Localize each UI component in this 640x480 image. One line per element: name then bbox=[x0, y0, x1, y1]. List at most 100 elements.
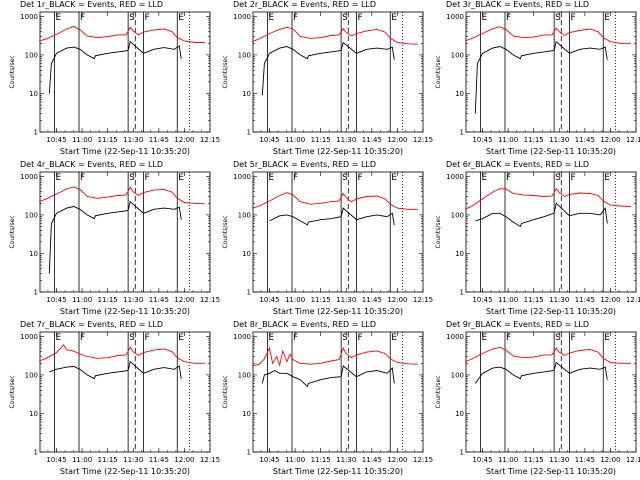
event-marker-label: E bbox=[268, 13, 274, 23]
event-marker-label: E bbox=[178, 333, 184, 343]
x-tick-label: 12:15 bbox=[626, 136, 640, 144]
x-tick-label: 11:45 bbox=[149, 296, 169, 304]
detector-panel: Det 7r_BLACK = Events, RED = LLD Start Ti… bbox=[0, 320, 220, 480]
plot-frame bbox=[465, 331, 637, 453]
event-marker-label: S bbox=[342, 13, 348, 23]
y-tick-label: 1000 bbox=[446, 13, 464, 21]
y-tick-label: 1000 bbox=[233, 333, 251, 341]
x-tick-label: 11:00 bbox=[498, 456, 518, 464]
x-tick-label: 10:45 bbox=[472, 296, 492, 304]
lld-series-line bbox=[38, 186, 205, 205]
x-tick-label: 10:45 bbox=[472, 136, 492, 144]
panel-title: Det 8r_BLACK = Events, RED = LLD bbox=[233, 320, 377, 329]
y-tick-label: 1 bbox=[460, 129, 464, 137]
detector-panel: Det 9r_BLACK = Events, RED = LLD Start Ti… bbox=[426, 320, 640, 480]
x-tick-label: 12:00 bbox=[387, 296, 407, 304]
x-axis-label: Start Time (22-Sep-11 10:35:20) bbox=[485, 467, 617, 476]
y-tick-label: 1 bbox=[247, 129, 251, 137]
x-tick-label: 12:00 bbox=[600, 136, 620, 144]
events-series-line bbox=[474, 361, 608, 384]
y-axis-label: Counts/sec bbox=[9, 55, 16, 88]
y-axis-label: Counts/sec bbox=[222, 375, 229, 408]
plot-area: Counts/sec 1 10 100 1000 10:45 11:00 11:15 11:30… bbox=[9, 11, 220, 144]
y-tick-label: 1 bbox=[247, 449, 251, 457]
lld-series-line bbox=[251, 346, 418, 367]
x-tick-label: 12:15 bbox=[626, 296, 640, 304]
y-axis-label: Counts/sec bbox=[435, 55, 442, 88]
event-marker-label: E bbox=[391, 13, 397, 23]
event-marker-label: F bbox=[293, 173, 298, 183]
detector-panel: Det 5r_BLACK = Events, RED = LLD Start Ti… bbox=[213, 160, 433, 320]
detector-panel: Det 8r_BLACK = Events, RED = LLD Start Ti… bbox=[213, 320, 433, 480]
event-marker-label: E bbox=[55, 173, 61, 183]
x-tick-label: 11:00 bbox=[285, 136, 305, 144]
x-tick-label: 11:45 bbox=[575, 456, 595, 464]
detector-panel: Det 2r_BLACK = Events, RED = LLD Start Ti… bbox=[213, 0, 433, 160]
event-marker-label: S bbox=[555, 173, 561, 183]
detector-panel: Det 4r_BLACK = Events, RED = LLD Start Ti… bbox=[0, 160, 220, 320]
event-marker-label: E bbox=[481, 13, 487, 23]
x-tick-label: 11:45 bbox=[362, 296, 382, 304]
event-marker-label: E bbox=[55, 13, 61, 23]
event-marker-label: E bbox=[481, 333, 487, 343]
x-tick-label: 11:45 bbox=[575, 296, 595, 304]
events-series-line bbox=[474, 40, 608, 114]
event-marker-label: F bbox=[570, 333, 575, 343]
y-tick-label: 100 bbox=[451, 211, 464, 219]
x-tick-label: 11:00 bbox=[72, 136, 92, 144]
events-series-line bbox=[49, 360, 182, 380]
plot-area: Counts/sec 1 10 100 1000 10:45 11:00 11:15 11:30… bbox=[435, 171, 640, 304]
events-series-line bbox=[261, 365, 395, 388]
event-marker-label: F bbox=[80, 13, 85, 23]
x-tick-label: 10:45 bbox=[259, 456, 279, 464]
lld-series-line bbox=[251, 26, 418, 45]
y-tick-label: 1000 bbox=[233, 173, 251, 181]
x-tick-label: 11:30 bbox=[336, 296, 356, 304]
x-tick-label: 12:15 bbox=[413, 136, 433, 144]
x-tick-label: 11:15 bbox=[311, 296, 331, 304]
x-tick-label: 12:00 bbox=[174, 296, 194, 304]
y-tick-label: 10 bbox=[29, 410, 38, 418]
panel-title: Det 9r_BLACK = Events, RED = LLD bbox=[446, 320, 590, 329]
y-tick-label: 100 bbox=[25, 51, 38, 59]
x-tick-label: 12:00 bbox=[387, 136, 407, 144]
plot-area: Counts/sec 1 10 100 1000 10:45 11:00 11:15 11:30… bbox=[435, 11, 640, 144]
x-tick-label: 10:45 bbox=[46, 136, 66, 144]
y-tick-label: 10 bbox=[455, 250, 464, 258]
x-tick-label: 12:15 bbox=[413, 296, 433, 304]
x-tick-label: 11:00 bbox=[285, 296, 305, 304]
y-tick-label: 1 bbox=[460, 449, 464, 457]
event-marker-label: S bbox=[555, 13, 561, 23]
plot-area: Counts/sec 1 10 100 1000 10:45 11:00 11:15 11:30… bbox=[222, 171, 433, 304]
y-tick-label: 1000 bbox=[20, 333, 38, 341]
x-axis-label: Start Time (22-Sep-11 10:35:20) bbox=[272, 467, 404, 476]
x-tick-label: 11:15 bbox=[98, 296, 118, 304]
panel-title: Det 5r_BLACK = Events, RED = LLD bbox=[233, 160, 377, 169]
x-tick-label: 12:00 bbox=[174, 456, 194, 464]
x-axis-label: Start Time (22-Sep-11 10:35:20) bbox=[485, 307, 617, 316]
lld-series-line bbox=[251, 192, 418, 210]
event-marker-label: E bbox=[178, 173, 184, 183]
panel-title: Det 7r_BLACK = Events, RED = LLD bbox=[20, 320, 164, 329]
x-axis-label: Start Time (22-Sep-11 10:35:20) bbox=[59, 307, 191, 316]
y-tick-label: 10 bbox=[242, 410, 251, 418]
event-marker-label: S bbox=[342, 173, 348, 183]
x-tick-label: 12:15 bbox=[626, 456, 640, 464]
x-tick-label: 12:15 bbox=[200, 296, 220, 304]
plot-area: Counts/sec 1 10 100 1000 10:45 11:00 11:15 11:30… bbox=[9, 171, 220, 304]
x-tick-label: 11:30 bbox=[336, 456, 356, 464]
y-tick-label: 1 bbox=[247, 289, 251, 297]
x-tick-label: 11:15 bbox=[524, 296, 544, 304]
x-tick-label: 11:15 bbox=[98, 136, 118, 144]
x-tick-label: 11:30 bbox=[123, 456, 143, 464]
x-tick-label: 11:45 bbox=[149, 136, 169, 144]
y-tick-label: 1000 bbox=[446, 173, 464, 181]
y-tick-label: 100 bbox=[25, 211, 38, 219]
y-axis-label: Counts/sec bbox=[222, 55, 229, 88]
events-series-line bbox=[48, 40, 182, 94]
event-marker-label: E bbox=[178, 13, 184, 23]
x-tick-label: 11:00 bbox=[72, 456, 92, 464]
y-tick-label: 10 bbox=[242, 90, 251, 98]
y-tick-label: 10 bbox=[29, 250, 38, 258]
x-tick-label: 12:15 bbox=[200, 136, 220, 144]
